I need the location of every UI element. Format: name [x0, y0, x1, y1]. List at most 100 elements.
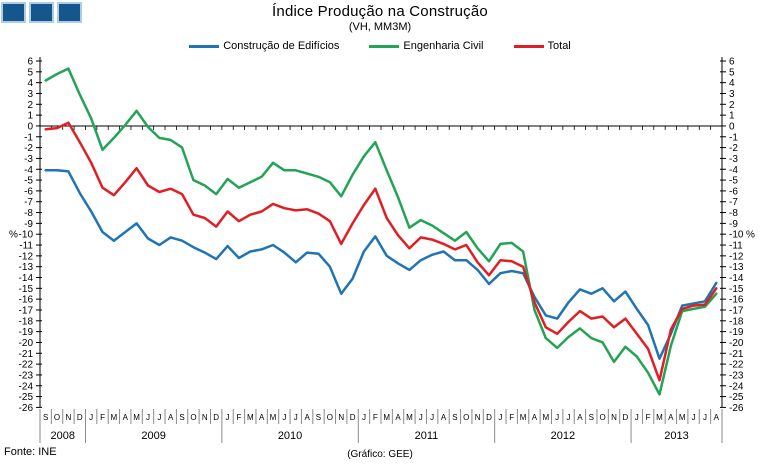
month-label: M: [679, 413, 686, 422]
legend-item-1: Engenharia Civil: [369, 40, 484, 52]
y-tick-label-right: -24: [729, 381, 744, 392]
month-label: M: [406, 413, 413, 422]
y-tick-label-right: -1: [729, 132, 738, 143]
month-label: A: [441, 413, 447, 422]
month-label: J: [555, 413, 559, 422]
y-tick-label-right: -13: [729, 262, 744, 273]
y-tick-label-left: -10: [19, 230, 34, 241]
legend-swatch: [513, 44, 544, 48]
y-tick-label-left: -17: [19, 305, 34, 316]
y-tick-label-left: -14: [19, 273, 34, 284]
axes: 6 65 54 43 32 21 10 0-1 -1-2 -2-3 -3-4 -4-5 -5-6 -6-7…: [9, 57, 755, 414]
month-label: F: [100, 413, 105, 422]
month-label: A: [668, 413, 674, 422]
month-label: M: [383, 413, 390, 422]
month-label: J: [635, 413, 639, 422]
y-tick-label-left: -12: [19, 251, 34, 262]
month-label: J: [157, 413, 161, 422]
month-label: D: [350, 413, 356, 422]
month-label: O: [327, 413, 333, 422]
y-tick-label-left: -8: [24, 208, 33, 219]
y-tick-label-left: -6: [24, 186, 33, 197]
month-label: O: [190, 413, 196, 422]
y-tick-label-right: -14: [729, 273, 744, 284]
month-label: M: [247, 413, 254, 422]
month-label: S: [452, 413, 457, 422]
y-tick-label-left: -1: [24, 132, 33, 143]
y-tick-label-left: -18: [19, 316, 34, 327]
chart-subtitle: (VH, MM3M): [348, 21, 412, 33]
month-label: N: [338, 413, 344, 422]
y-tick-label-right: 6: [729, 57, 735, 68]
y-tick-label-right: 5: [729, 67, 735, 78]
month-label: J: [703, 413, 707, 422]
legend-swatch: [189, 44, 220, 48]
logo-square: [57, 2, 82, 23]
legend-item-0: Construção de Edifícios: [189, 40, 339, 52]
month-label: A: [168, 413, 174, 422]
legend-label: Construção de Edifícios: [223, 40, 340, 52]
month-label: M: [270, 413, 277, 422]
month-label: J: [498, 413, 502, 422]
month-label: M: [133, 413, 140, 422]
month-label: J: [226, 413, 230, 422]
month-label: O: [54, 413, 60, 422]
month-label: J: [430, 413, 434, 422]
month-label: N: [202, 413, 208, 422]
y-tick-label-right: -25: [729, 392, 744, 403]
month-label: M: [656, 413, 663, 422]
y-tick-label-right: 0: [729, 121, 735, 132]
y-tick-label-left: -9: [24, 219, 33, 230]
y-tick-label-right: -19: [729, 327, 744, 338]
legend-swatch: [369, 44, 400, 48]
month-label: D: [77, 413, 83, 422]
month-label: F: [509, 413, 514, 422]
logo-square: [29, 2, 54, 23]
y-axis-unit-right: %: [746, 230, 755, 241]
year-label: 2012: [551, 430, 575, 442]
y-axis-unit-left: %: [9, 230, 18, 241]
y-tick-label-left: -23: [19, 370, 34, 381]
month-label: D: [213, 413, 219, 422]
chart-title: Índice Produção na Construção: [272, 3, 488, 20]
month-label: O: [600, 413, 606, 422]
y-tick-label-left: 6: [27, 57, 33, 68]
series-line-0: [44, 169, 718, 360]
month-label: J: [362, 413, 366, 422]
y-tick-label-right: 1: [729, 111, 735, 122]
y-tick-label-left: -22: [19, 360, 34, 371]
y-tick-label-left: -19: [19, 327, 34, 338]
y-tick-label-right: -7: [729, 197, 738, 208]
y-tick-label-right: -6: [729, 186, 738, 197]
month-label: S: [316, 413, 321, 422]
y-tick-label-right: -11: [729, 241, 743, 252]
year-label: 2010: [278, 430, 302, 442]
legend-label: Engenharia Civil: [403, 40, 484, 52]
y-tick-label-left: -16: [19, 295, 34, 306]
y-tick-label-left: 4: [27, 78, 33, 89]
y-tick-label-right: -15: [729, 284, 744, 295]
legend: Construção de Edifícios Engenharia Civil T…: [0, 40, 760, 52]
month-label: J: [282, 413, 286, 422]
y-tick-label-right: -2: [729, 143, 738, 154]
legend-item-2: Total: [513, 40, 571, 52]
month-label: A: [259, 413, 265, 422]
month-label: A: [577, 413, 583, 422]
y-tick-label-right: -10: [729, 230, 744, 241]
month-label: O: [463, 413, 469, 422]
y-tick-label-left: -7: [24, 197, 33, 208]
month-label: N: [66, 413, 72, 422]
month-label: A: [123, 413, 129, 422]
y-tick-label-right: -17: [729, 305, 744, 316]
y-tick-label-left: -24: [19, 381, 34, 392]
y-tick-label-right: -26: [729, 403, 744, 414]
y-tick-label-left: -2: [24, 143, 33, 154]
month-label: N: [611, 413, 617, 422]
series-line-1: [44, 67, 718, 396]
month-label: D: [622, 413, 628, 422]
month-label: A: [304, 413, 310, 422]
y-tick-label-left: -25: [19, 392, 34, 403]
month-label: S: [589, 413, 594, 422]
y-tick-label-left: -11: [19, 241, 33, 252]
